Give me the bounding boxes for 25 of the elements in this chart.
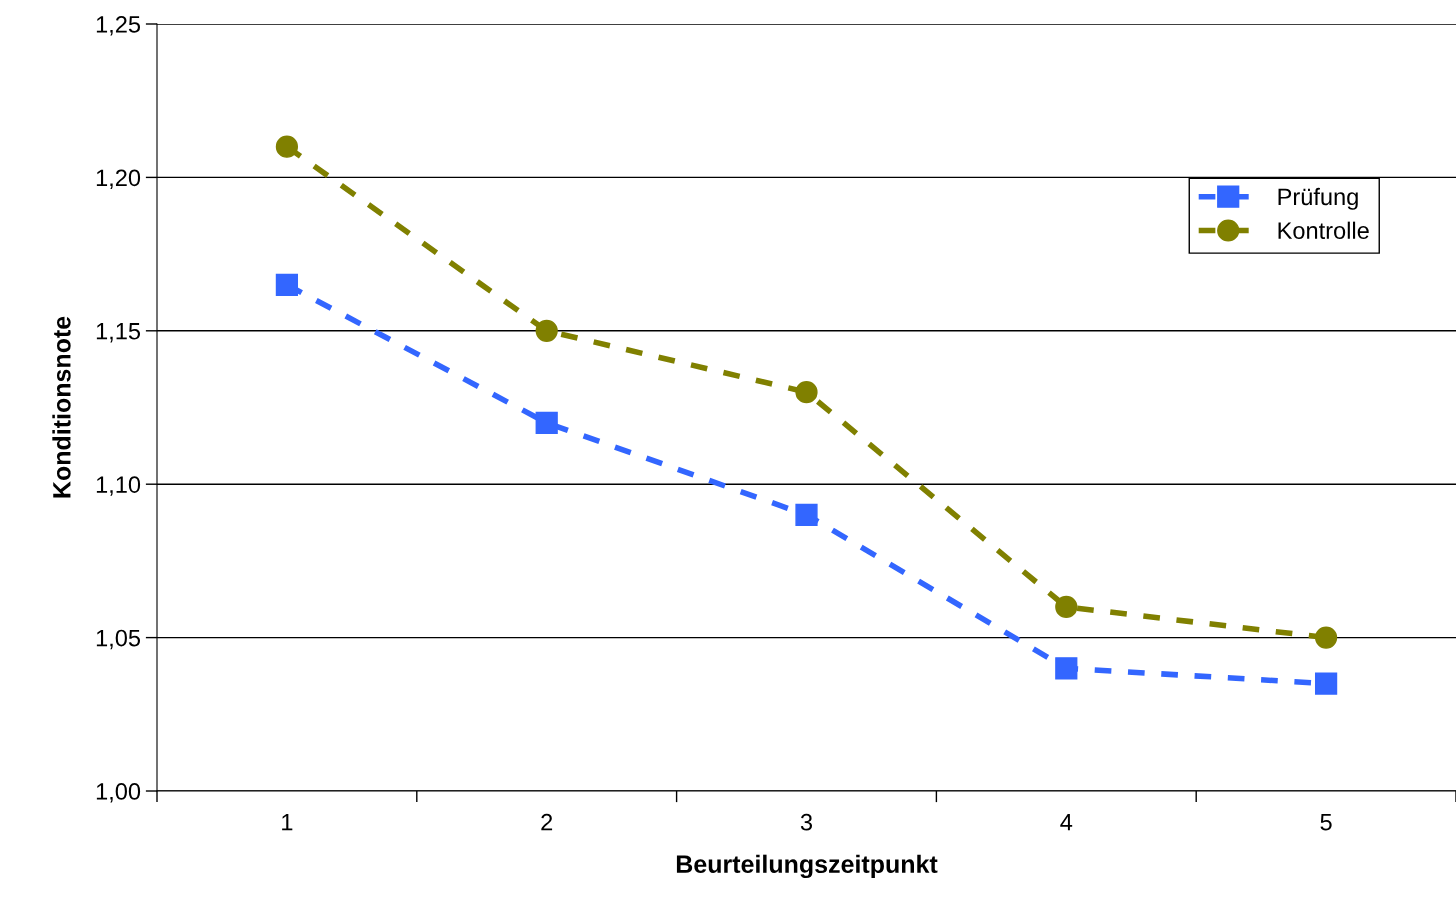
point bbox=[275, 135, 299, 158]
y-tick-label: 1,10 bbox=[96, 476, 141, 496]
legend-label: Kontrolle bbox=[1278, 221, 1369, 239]
x-axis-title: Beurteilungszeitpunkt bbox=[676, 854, 938, 879]
x-tick-label: 2 bbox=[541, 813, 553, 831]
y-tick-label: 1,25 bbox=[96, 16, 141, 36]
y-tick-label: 1,15 bbox=[96, 323, 141, 343]
y-tick-label: 1,20 bbox=[96, 169, 141, 189]
x-tick-label: 1 bbox=[282, 814, 293, 831]
point bbox=[1314, 672, 1338, 695]
point bbox=[1314, 626, 1338, 649]
point bbox=[1055, 657, 1078, 680]
point bbox=[535, 319, 558, 342]
x-tick-label: 5 bbox=[1320, 814, 1332, 831]
legend-label: Prüfung bbox=[1278, 187, 1358, 210]
x-tick-label: 3 bbox=[800, 813, 813, 831]
point bbox=[795, 381, 818, 404]
y-tick-label: 1,05 bbox=[96, 629, 141, 650]
y-axis-title: Konditionsnote bbox=[52, 316, 71, 498]
point bbox=[275, 273, 299, 296]
x-tick-label: 4 bbox=[1060, 814, 1073, 831]
point bbox=[535, 411, 558, 434]
point bbox=[1055, 595, 1078, 619]
y-tick-label: 1,00 bbox=[96, 783, 141, 803]
point bbox=[795, 503, 818, 526]
